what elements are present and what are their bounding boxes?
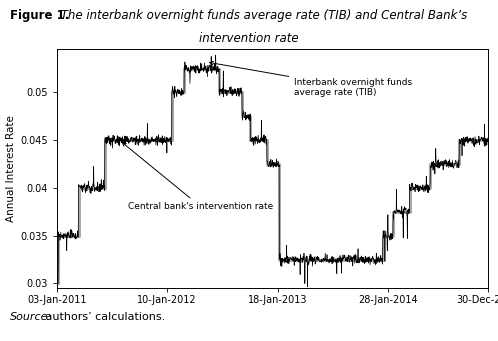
Text: Source:: Source: [10, 312, 52, 322]
Text: Central bank's intervention rate: Central bank's intervention rate [123, 143, 274, 211]
Text: authors’ calculations.: authors’ calculations. [42, 312, 165, 322]
Y-axis label: Annual Interest Rate: Annual Interest Rate [6, 115, 16, 222]
Text: intervention rate: intervention rate [199, 32, 299, 45]
Text: Figure 1.: Figure 1. [10, 9, 69, 21]
Text: The interbank overnight funds average rate (TIB) and Central Bank’s: The interbank overnight funds average ra… [57, 9, 468, 21]
Text: Interbank overnight funds
average rate (TIB): Interbank overnight funds average rate (… [210, 61, 412, 98]
